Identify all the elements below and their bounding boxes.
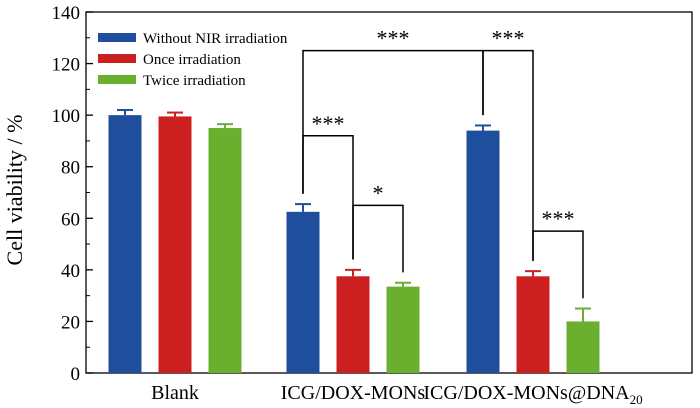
significance-bracket [352, 204, 404, 273]
bar [466, 130, 500, 373]
legend-swatch [98, 75, 136, 84]
y-tick-label: 80 [61, 158, 80, 179]
legend-swatch [98, 33, 136, 42]
legend: Without NIR irradiation Once irradiation T… [98, 31, 288, 89]
bar [566, 321, 600, 373]
bar [516, 276, 550, 373]
axes: 0 20 40 60 80 100 120 140 Blank ICG/DOX-MONsICG/D… [52, 3, 693, 407]
bar [208, 128, 242, 373]
y-tick-label: 60 [61, 209, 80, 230]
legend-label: Once irradiation [143, 52, 241, 68]
legend-label: Without NIR irradiation [143, 31, 288, 47]
significance-bracket [482, 49, 534, 261]
bar [108, 115, 142, 374]
bars [108, 108, 600, 374]
legend-label: Twice irradiation [143, 73, 246, 89]
significance-label: * [373, 180, 384, 205]
significance-label: *** [312, 111, 345, 136]
bar [158, 116, 192, 374]
significance-label: *** [377, 26, 410, 51]
y-tick-label: 0 [71, 364, 81, 385]
y-tick-label: 40 [61, 261, 80, 282]
x-tick-label: ICG/DOX-MONs@DNA20 [423, 382, 642, 407]
y-tick-label: 20 [61, 312, 80, 333]
bar [286, 211, 320, 373]
significance-label: *** [542, 206, 575, 231]
legend-swatch [98, 54, 136, 63]
significance-bracket [532, 230, 584, 299]
y-tick-label: 120 [52, 55, 81, 76]
significance-markers: ******* ****** [302, 26, 584, 299]
y-tick-label: 140 [52, 3, 81, 24]
bar [336, 276, 370, 373]
x-tick-label: Blank [151, 382, 199, 404]
bar [386, 286, 420, 373]
significance-label: *** [492, 26, 525, 51]
x-tick-label: ICG/DOX-MONs [281, 382, 426, 404]
y-tick-label: 100 [52, 106, 81, 127]
y-axis-label: Cell viability / % [2, 115, 27, 266]
